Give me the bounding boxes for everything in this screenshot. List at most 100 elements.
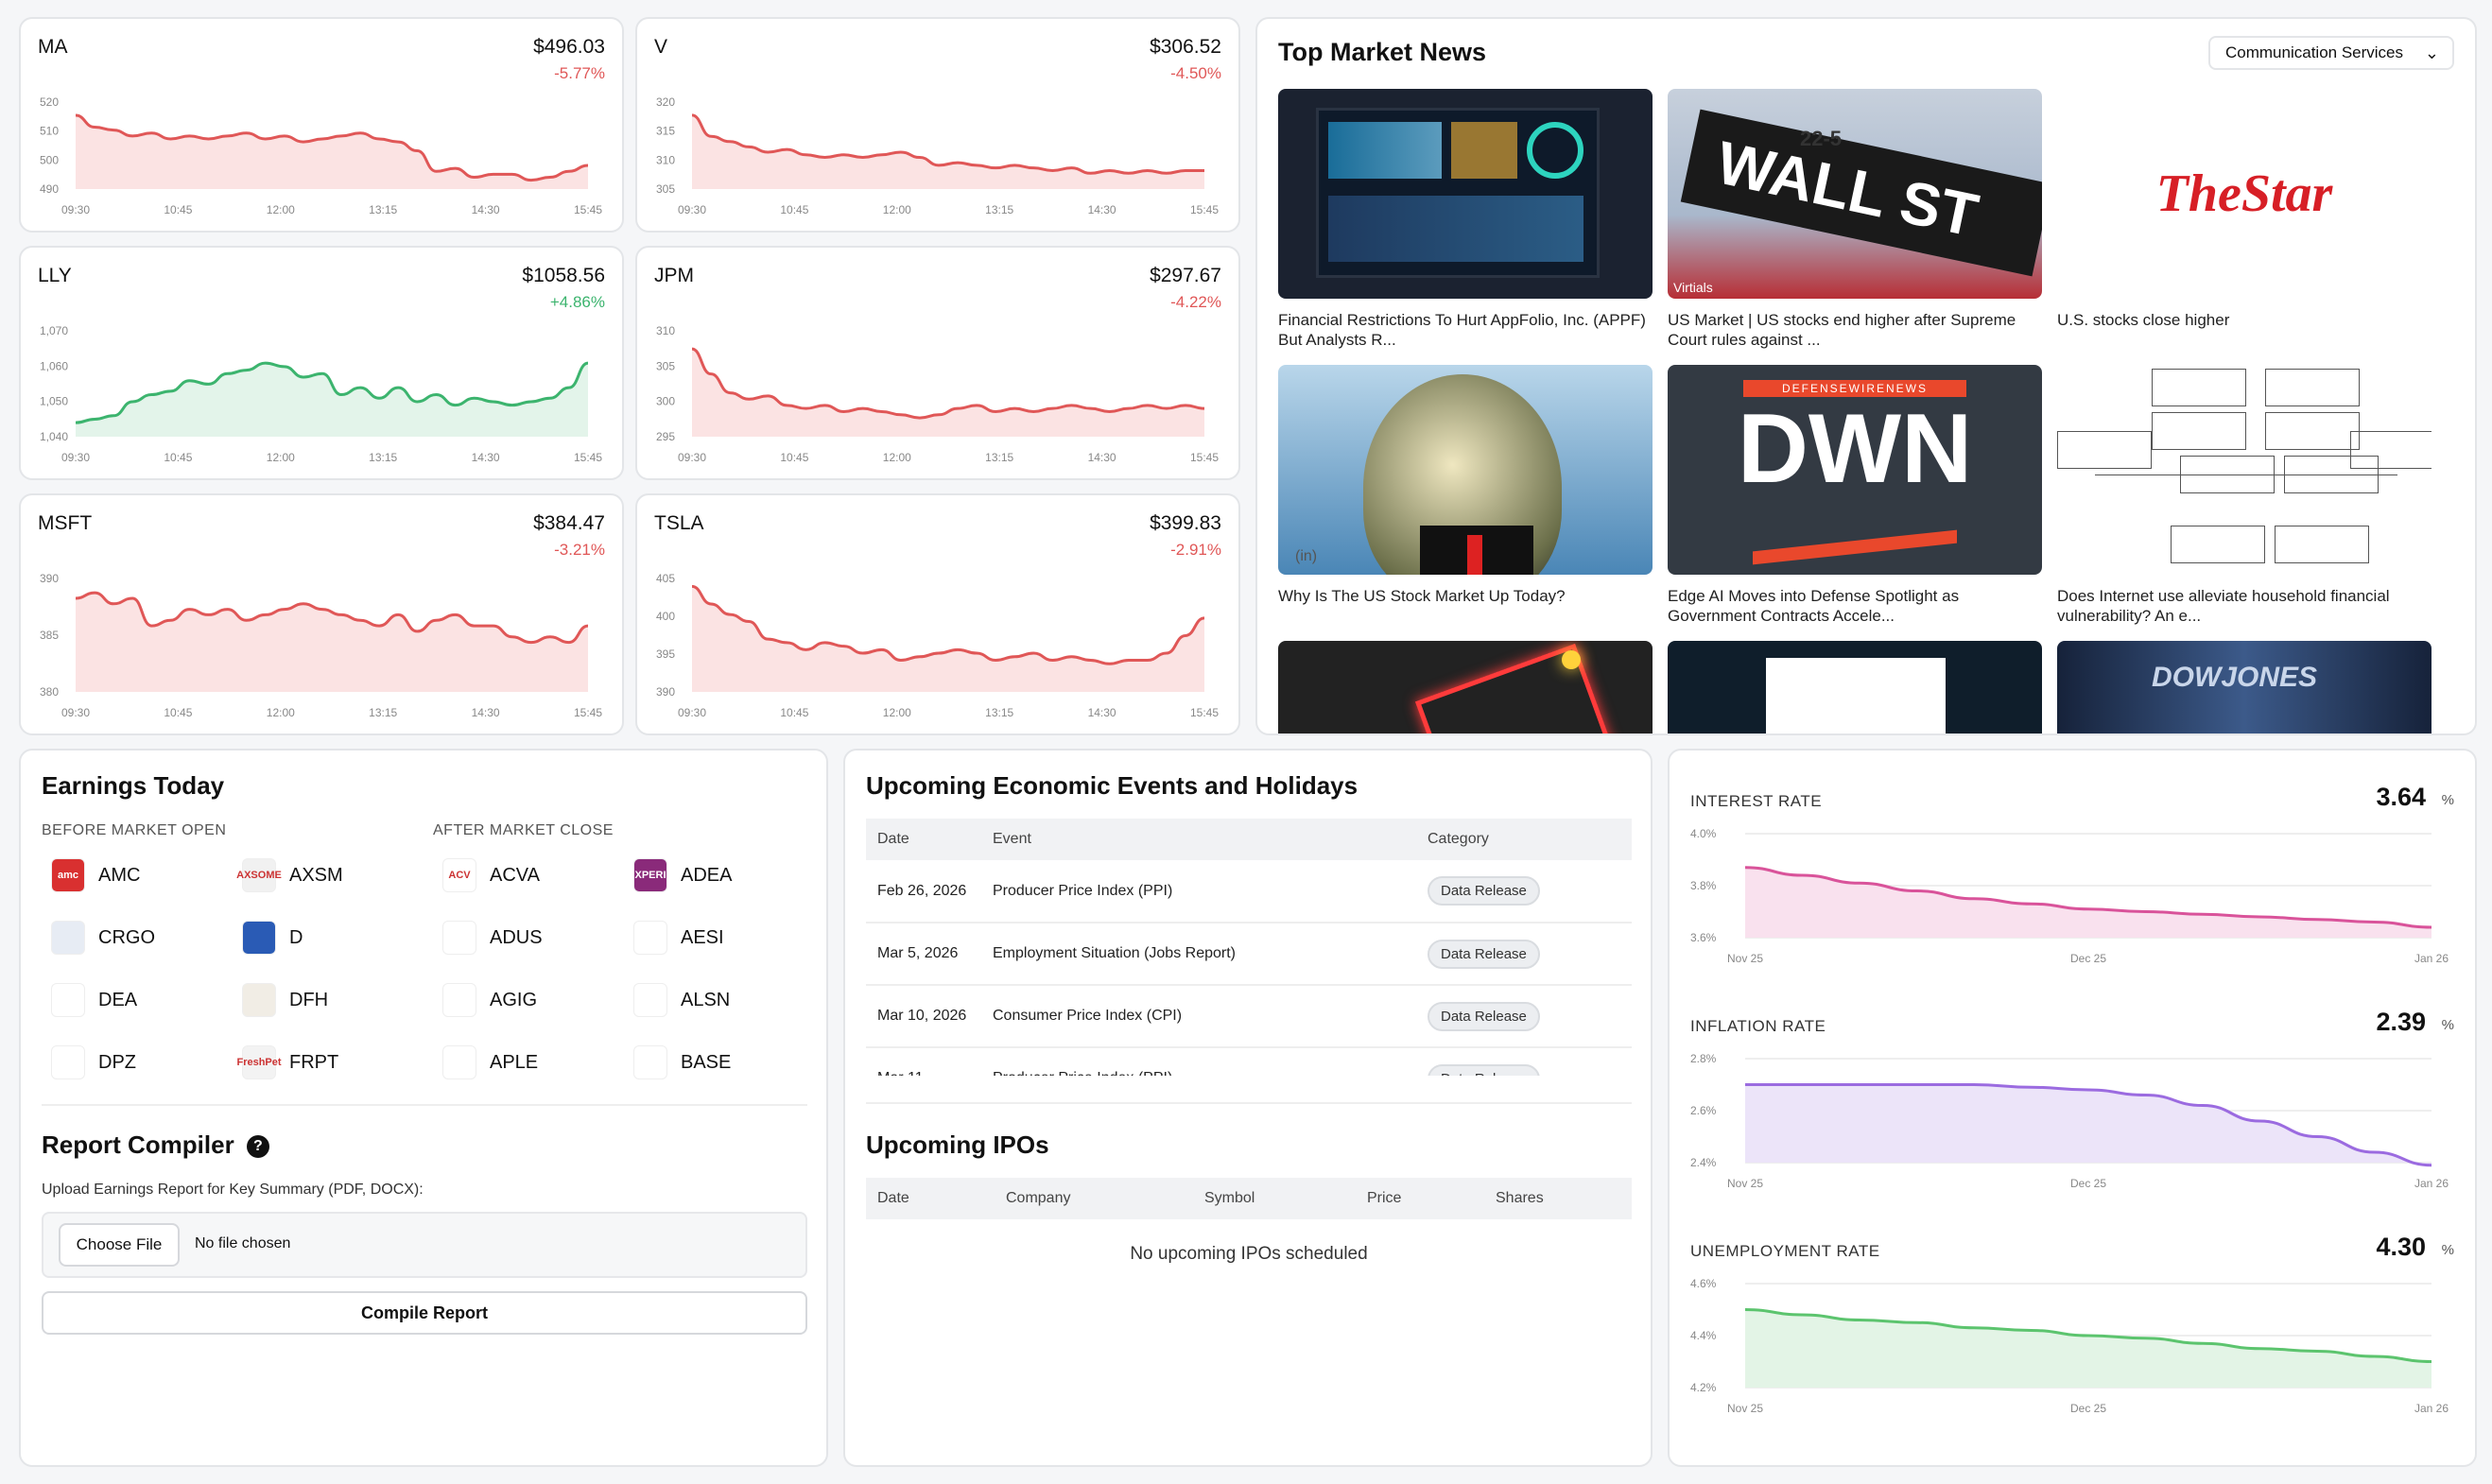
stock-card-v[interactable]: 320 315 310 305 09:30 10:45 12:00 13:15 14:30 15:… — [635, 17, 1240, 233]
company-logo-icon — [633, 921, 667, 955]
news-thumbnail[interactable]: (in) — [1278, 365, 1653, 575]
earnings-ticker-axsm[interactable]: AXSOME AXSM — [236, 856, 343, 894]
earnings-ticker-aple[interactable]: APLE — [442, 1044, 538, 1081]
event-category: Data Release — [1416, 923, 1632, 986]
news-thumbnail[interactable] — [2057, 365, 2431, 575]
earnings-ticker-adea[interactable]: XPERI ADEA — [633, 856, 732, 894]
price-line — [75, 591, 589, 645]
events-panel: Upcoming Economic Events and Holidays Da… — [843, 749, 1653, 1467]
y-tick-label: 2.8% — [1690, 1052, 1717, 1065]
y-tick-label: 385 — [40, 629, 59, 642]
rate-area — [1745, 1309, 2431, 1388]
x-tick-label: Nov 25 — [1727, 1402, 1763, 1415]
news-item[interactable]: DOWJONES — [2057, 641, 2431, 733]
news-headline[interactable]: Why Is The US Stock Market Up Today? — [1278, 587, 1566, 605]
news-item[interactable]: WALL ST 22-5 Virtials US Market | US sto… — [1668, 89, 2042, 350]
earnings-ticker-dea[interactable]: DEA — [51, 981, 137, 1019]
earnings-ticker-frpt[interactable]: FreshPet FRPT — [236, 1044, 338, 1081]
x-tick-label: 14:30 — [472, 451, 500, 464]
price-line — [691, 347, 1205, 420]
events-table-scroll[interactable]: Date Event Category Feb 26, 2026 Produce… — [866, 819, 1632, 1076]
rate-value: 3.64 — [2376, 783, 2426, 811]
rate-line — [1744, 1308, 2432, 1363]
y-tick-label: 2.6% — [1690, 1104, 1717, 1117]
news-item[interactable]: DEFENSEWIRENEWS DWN Edge AI Moves into D… — [1668, 365, 2042, 626]
choose-file-button[interactable]: Choose File — [59, 1223, 180, 1267]
stock-card-msft[interactable]: 390 385 380 09:30 10:45 12:00 13:15 14:30 15:45 … — [19, 493, 624, 735]
news-panel: Top Market News Communication Services ⌄… — [1255, 17, 2477, 735]
earnings-ticker-acva[interactable]: ACV ACVA — [442, 856, 540, 894]
price-line — [75, 361, 589, 424]
x-tick-label: Nov 25 — [1727, 1177, 1763, 1190]
earnings-ticker-crgo[interactable]: CRGO — [51, 919, 155, 957]
earnings-ticker-dfh[interactable]: DFH — [242, 981, 328, 1019]
price-area — [76, 363, 588, 437]
stock-card-tsla[interactable]: 405 400 395 390 09:30 10:45 12:00 13:15 14:30 15:… — [635, 493, 1240, 735]
y-tick-label: 2.4% — [1690, 1156, 1717, 1169]
news-item[interactable] — [1668, 641, 2042, 733]
news-thumbnail[interactable] — [1278, 641, 1653, 733]
news-headline[interactable]: U.S. stocks close higher — [2057, 311, 2230, 329]
x-tick-label: 15:45 — [574, 706, 602, 719]
news-headline[interactable]: Does Internet use alleviate household fi… — [2057, 587, 2390, 625]
stock-card-lly[interactable]: 1,070 1,060 1,050 1,040 09:30 10:45 12:00 13:15… — [19, 246, 624, 480]
wall-st-sign: WALL ST — [1680, 109, 2042, 277]
y-tick-label: 510 — [40, 125, 59, 138]
news-thumbnail[interactable]: DOWJONES — [2057, 641, 2431, 733]
news-item[interactable]: TheStar U.S. stocks close higher — [2057, 89, 2431, 330]
earnings-ticker-alsn[interactable]: ALSN — [633, 981, 730, 1019]
file-input[interactable]: Choose File No file chosen — [42, 1212, 807, 1278]
y-tick-label: 1,050 — [40, 395, 68, 408]
news-item[interactable]: (in) Why Is The US Stock Market Up Today… — [1278, 365, 1653, 606]
divider — [866, 1102, 1632, 1104]
news-item[interactable]: Financial Restrictions To Hurt AppFolio,… — [1278, 89, 1653, 350]
earnings-ticker-agig[interactable]: AGIG — [442, 981, 537, 1019]
stock-change: -4.22% — [1170, 293, 1221, 311]
ticker-symbol: ADEA — [681, 864, 733, 886]
x-tick-label: 09:30 — [678, 203, 706, 216]
y-tick-label: 390 — [656, 685, 675, 699]
divider — [42, 1104, 807, 1106]
compile-report-button[interactable]: Compile Report — [42, 1291, 807, 1335]
earnings-ticker-dpz[interactable]: DPZ — [51, 1044, 136, 1081]
company-logo-icon: FreshPet — [236, 1045, 282, 1079]
help-icon[interactable]: ? — [246, 1135, 269, 1159]
stock-card-jpm[interactable]: 310 305 300 295 09:30 10:45 12:00 13:15 14:30 15:… — [635, 246, 1240, 480]
news-headline[interactable]: Financial Restrictions To Hurt AppFolio,… — [1278, 311, 1646, 349]
price-area — [692, 114, 1204, 189]
news-item[interactable]: Does Internet use alleviate household fi… — [2057, 365, 2431, 626]
rate-value: 2.39 — [2376, 1008, 2426, 1036]
earnings-ticker-base[interactable]: BASE — [633, 1044, 731, 1081]
stock-card-ma[interactable]: 520 510 500 490 09:30 10:45 12:00 13:15 14:30 15:… — [19, 17, 624, 233]
news-category-select[interactable]: Communication Services ⌄ — [2208, 36, 2454, 70]
earnings-ticker-d[interactable]: D — [242, 919, 303, 957]
earnings-title: Earnings Today — [42, 771, 225, 800]
news-thumbnail[interactable]: WALL ST 22-5 Virtials — [1668, 89, 2042, 299]
event-row: Feb 26, 2026 Producer Price Index (PPI) … — [866, 860, 1632, 923]
x-tick-label: 14:30 — [472, 203, 500, 216]
news-item[interactable] — [1278, 641, 1653, 733]
price-line — [691, 113, 1204, 175]
earnings-ticker-aesi[interactable]: AESI — [633, 919, 724, 957]
ticker-symbol: DEA — [98, 989, 138, 1010]
news-headline[interactable]: US Market | US stocks end higher after S… — [1668, 311, 2016, 349]
ticker-symbol: DFH — [289, 989, 329, 1010]
price-area — [76, 593, 588, 692]
news-thumbnail[interactable] — [1278, 89, 1653, 299]
earnings-ticker-adus[interactable]: ADUS — [442, 919, 543, 957]
earnings-ticker-amc[interactable]: amc AMC — [51, 856, 140, 894]
y-tick-label: 4.2% — [1690, 1381, 1717, 1394]
x-tick-label: 12:00 — [267, 451, 295, 464]
event-date: Feb 26, 2026 — [866, 860, 981, 923]
before-market-label: BEFORE MARKET OPEN — [42, 822, 227, 838]
col-date: Date — [866, 819, 981, 860]
y-tick-label: 305 — [656, 182, 675, 196]
x-tick-label: 14:30 — [1088, 203, 1116, 216]
x-tick-label: Jan 26 — [2414, 1177, 2449, 1190]
rate-chart: 4.6% 4.4% 4.2% Nov 25 Dec 25 Jan 26 — [1690, 1277, 2449, 1415]
col-event: Event — [981, 819, 1416, 860]
news-thumbnail[interactable] — [1668, 641, 2042, 733]
news-headline[interactable]: Edge AI Moves into Defense Spotlight as … — [1668, 587, 1960, 625]
news-thumbnail[interactable]: TheStar — [2057, 89, 2431, 299]
news-thumbnail[interactable]: DEFENSEWIRENEWS DWN — [1668, 365, 2042, 575]
